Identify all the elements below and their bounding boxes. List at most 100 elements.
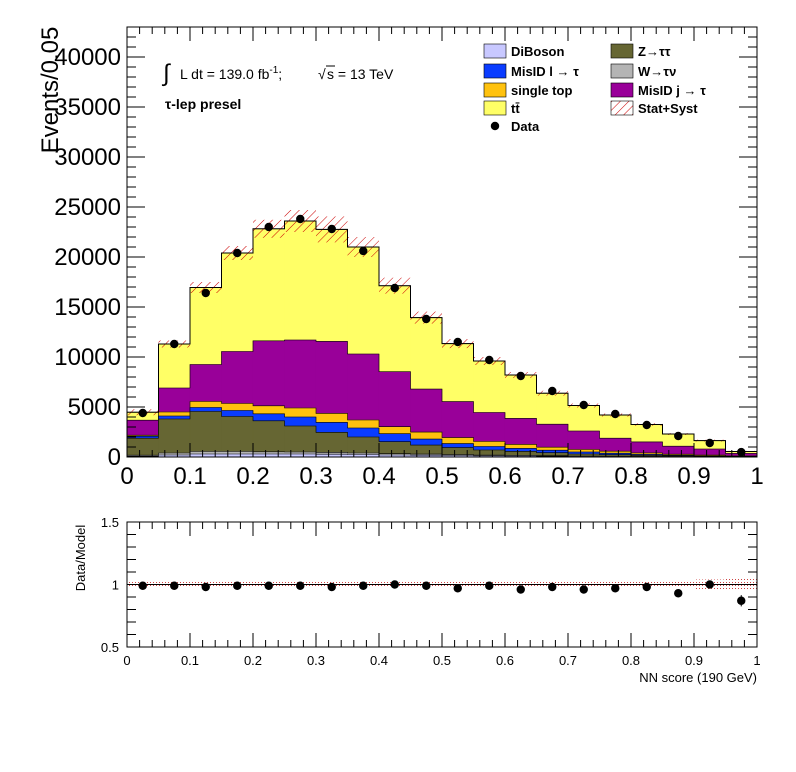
- y-tick-label: 0: [108, 444, 121, 471]
- legend-entry: MisID l → τ: [483, 63, 579, 79]
- ratio-marker: [485, 581, 494, 590]
- ratio-point: [453, 584, 462, 593]
- y-axis-ticks: 0 5000 10000 15000 20000 25000 30000 35000 40000: [54, 36, 757, 471]
- ratio-x-tick-label: 0.3: [307, 653, 325, 668]
- ratio-y-tick-label: 1.5: [101, 515, 119, 530]
- ratio-marker: [737, 596, 746, 605]
- legend-swatch: [483, 100, 507, 116]
- stack-bar: [221, 410, 254, 417]
- stack-bar: [252, 413, 285, 421]
- stack-bar: [315, 229, 348, 342]
- ratio-marker: [264, 581, 273, 590]
- stack-bar: [189, 451, 222, 455]
- ratio-y-tick-label: 1: [112, 578, 119, 593]
- stack-bar: [189, 364, 222, 402]
- ratio-point: [170, 581, 179, 590]
- legend-label: W→τν: [638, 64, 676, 79]
- stack-bar: [284, 425, 317, 453]
- data-point: [327, 224, 336, 234]
- ratio-point: [642, 582, 651, 592]
- stack-bar: [473, 360, 506, 413]
- ratio-marker: [516, 585, 525, 594]
- stack-bar: [347, 353, 380, 421]
- stack-bar: [158, 343, 191, 389]
- data-marker: [233, 248, 242, 258]
- y-tick-label: 15000: [54, 294, 121, 321]
- ratio-point: [264, 581, 273, 590]
- legend-swatch-hatch: [610, 100, 634, 116]
- y-axis-label: Events/0.05: [37, 27, 64, 154]
- stack-bar: [473, 441, 506, 447]
- data-point: [737, 447, 746, 457]
- data-marker: [705, 438, 714, 448]
- legend-swatch: [610, 43, 634, 59]
- stack-bar: [536, 452, 569, 456]
- x-tick-label: 0.9: [677, 463, 710, 490]
- ratio-marker: [548, 582, 557, 592]
- stack-bar: [599, 414, 632, 439]
- ratio-x-tick-label: 0.4: [370, 653, 388, 668]
- stack-bar: [189, 411, 222, 452]
- x-axis-ticks: 0 0.1 0.2 0.3 0.4 0.5 0.6 0.7 0.8 0.9 1: [120, 27, 764, 490]
- data-marker: [138, 408, 147, 418]
- x-tick-label: 0.1: [173, 463, 206, 490]
- legend-label: Data: [511, 119, 540, 134]
- stack-bar: [284, 339, 317, 409]
- legend-entry: W→τν: [610, 63, 676, 79]
- legend-label: tt̄: [511, 101, 520, 116]
- y-tick-label: 20000: [54, 244, 121, 271]
- stack-bar: [315, 432, 348, 453]
- ratio-point: [674, 589, 683, 598]
- data-marker: [485, 355, 494, 365]
- data-point: [138, 408, 147, 418]
- ratio-x-tick-label: 0.5: [433, 653, 451, 668]
- ratio-x-tick-label: 1: [753, 653, 760, 668]
- ratio-panel: 0.5 1 1.5 0 0.1 0.2 0.3 0.4 0.5 0.6 0.7 0.8 0.9 1 Da…: [73, 515, 761, 685]
- sqrt-sign: √: [318, 66, 326, 82]
- ratio-marker: [170, 581, 179, 590]
- stack-bar: [504, 451, 537, 456]
- x-tick-label: 0.6: [488, 463, 521, 490]
- stack-bar: [504, 444, 537, 449]
- x-tick-label: 0.5: [425, 463, 458, 490]
- legend-swatch: [483, 82, 507, 98]
- y-tick-label: 35000: [54, 94, 121, 121]
- ratio-marker: [327, 582, 336, 592]
- ratio-x-tick-label: 0.7: [559, 653, 577, 668]
- data-marker: [390, 283, 399, 293]
- stack-bar: [441, 437, 474, 444]
- data-points: [138, 214, 746, 457]
- stack-bar: [536, 424, 569, 448]
- layer-outline: [127, 407, 757, 457]
- lumi-label: L dt = 139.0 fb-1;: [180, 65, 282, 82]
- data-point: [674, 431, 683, 441]
- stack-bar: [347, 246, 380, 355]
- ratio-point: [705, 580, 714, 589]
- ratio-x-axis-ticks: 0 0.1 0.2 0.3 0.4 0.5 0.6 0.7 0.8 0.9 1: [123, 522, 761, 668]
- data-marker: [548, 386, 557, 396]
- stack-bar: [252, 420, 285, 452]
- stack-bar: [221, 351, 254, 404]
- ratio-x-tick-label: 0: [123, 653, 130, 668]
- stack-bar: [504, 418, 537, 445]
- y-tick-label: 5000: [68, 394, 121, 421]
- ratio-marker: [233, 581, 242, 590]
- data-point: [705, 438, 714, 448]
- stack-bar: [567, 405, 600, 432]
- layer-outline: [127, 401, 757, 457]
- ratio-y-axis-label: Data/Model: [73, 525, 88, 592]
- ratio-point: [359, 581, 368, 590]
- stack-bar: [315, 341, 348, 414]
- data-marker: [611, 409, 620, 419]
- ratio-x-tick-label: 0.9: [685, 653, 703, 668]
- ratio-marker: [359, 581, 368, 590]
- legend-label: single top: [511, 83, 572, 98]
- total-outline-path: [127, 220, 757, 457]
- stack-bar: [630, 441, 663, 454]
- stack-bar: [347, 436, 380, 454]
- data-marker: [201, 288, 210, 298]
- series-misid-j-: [127, 339, 757, 457]
- x-axis-label: NN score (190 GeV): [639, 670, 757, 685]
- data-marker: [674, 431, 683, 441]
